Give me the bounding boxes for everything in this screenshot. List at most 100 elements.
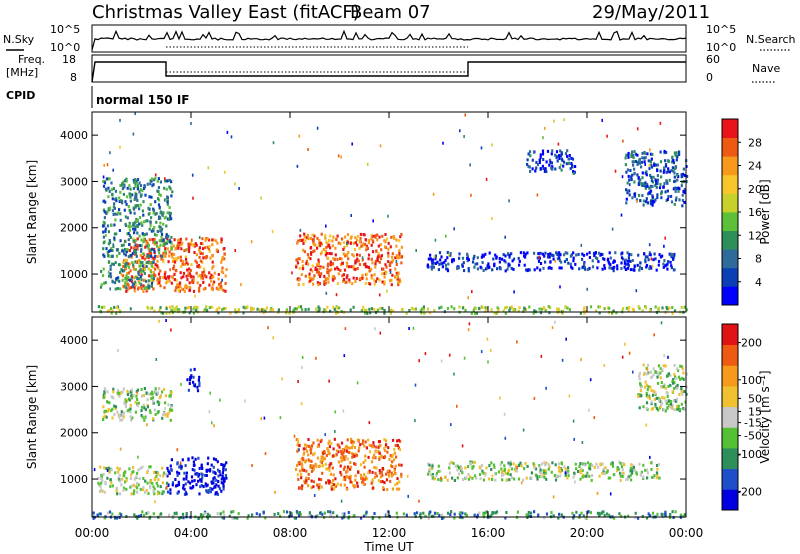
heatmap-cell xyxy=(106,511,109,515)
heatmap-cell xyxy=(133,245,136,249)
heatmap-cell xyxy=(122,411,126,415)
heatmap-cell xyxy=(508,253,511,257)
heatmap-cell xyxy=(500,461,503,464)
heatmap-cell xyxy=(161,390,164,394)
heatmap-cell xyxy=(154,274,157,278)
heatmap-cell xyxy=(324,433,326,437)
heatmap-cell xyxy=(530,471,533,475)
heatmap-cell xyxy=(208,410,211,414)
heatmap-cell xyxy=(583,306,586,310)
heatmap-cell xyxy=(494,478,497,482)
heatmap-cell xyxy=(177,287,180,291)
heatmap-cell xyxy=(529,154,532,158)
heatmap-cell xyxy=(118,394,121,398)
heatmap-cell xyxy=(149,409,152,413)
heatmap-cell xyxy=(165,472,168,476)
heatmap-cell xyxy=(676,383,679,387)
heatmap-cell xyxy=(118,251,121,255)
heatmap-cell xyxy=(368,269,371,273)
colorbar-label: Velocity [m s⁻¹] xyxy=(758,370,772,463)
heatmap-cell xyxy=(327,257,330,261)
heatmap-cell xyxy=(221,474,224,478)
heatmap-cell xyxy=(175,284,179,288)
heatmap-cell xyxy=(164,215,168,219)
heatmap-cell xyxy=(208,271,211,275)
heatmap-cell xyxy=(650,461,653,465)
heatmap-cell xyxy=(282,510,286,514)
heatmap-cell xyxy=(492,511,495,515)
heatmap-cell xyxy=(648,186,651,190)
heatmap-cell xyxy=(626,477,629,481)
heatmap-cell xyxy=(548,255,551,259)
heatmap-cell xyxy=(101,479,104,483)
heatmap-cell xyxy=(100,283,103,287)
heatmap-cell xyxy=(141,223,144,227)
heatmap-cell xyxy=(666,406,669,410)
heatmap-cell xyxy=(325,467,328,471)
heatmap-cell xyxy=(640,160,644,164)
heatmap-cell xyxy=(663,383,666,387)
heatmap-cell xyxy=(175,286,178,290)
heatmap-cell xyxy=(161,416,164,420)
heatmap-cell xyxy=(433,255,436,259)
heatmap-cell xyxy=(120,244,123,247)
heatmap-cell xyxy=(679,408,682,411)
heatmap-cell xyxy=(211,276,214,280)
heatmap-cell xyxy=(381,306,384,310)
heatmap-cell xyxy=(139,188,142,191)
heatmap-cell xyxy=(645,516,649,520)
heatmap-cell xyxy=(367,253,371,257)
heatmap-cell xyxy=(153,256,156,260)
heatmap-cell xyxy=(621,307,625,311)
heatmap-cell xyxy=(307,472,310,476)
heatmap-cell xyxy=(559,149,562,153)
heatmap-cell xyxy=(105,177,108,181)
heatmap-cell xyxy=(570,156,573,160)
heatmap-cell xyxy=(670,264,673,268)
heatmap-cell xyxy=(400,475,403,479)
heatmap-cell xyxy=(101,224,105,228)
heatmap-cell xyxy=(153,408,156,412)
heatmap-cell xyxy=(171,483,174,487)
heatmap-cell xyxy=(560,468,563,472)
heatmap-cell xyxy=(502,309,505,313)
heatmap-cell xyxy=(512,462,515,466)
heatmap-cell xyxy=(685,385,688,389)
heatmap-cell xyxy=(530,476,533,480)
heatmap-cell xyxy=(399,254,402,258)
heatmap-cell xyxy=(329,260,332,264)
heatmap-cell xyxy=(680,306,683,309)
heatmap-cell xyxy=(670,169,673,172)
heatmap-cell xyxy=(350,265,353,269)
heatmap-cell xyxy=(608,306,611,310)
heatmap-cell xyxy=(215,483,218,487)
heatmap-cell xyxy=(321,471,324,475)
heatmap-cell xyxy=(215,248,218,252)
heatmap-cell xyxy=(336,282,339,286)
heatmap-cell xyxy=(678,198,681,202)
heatmap-cell xyxy=(642,363,645,367)
heatmap-cell xyxy=(105,233,107,237)
heatmap-cell xyxy=(588,464,591,468)
colorbar-swatch xyxy=(722,386,738,408)
heatmap-cell xyxy=(456,476,459,480)
heatmap-cell xyxy=(139,268,142,272)
heatmap-cell xyxy=(383,437,386,441)
heatmap-cell xyxy=(153,237,156,241)
heatmap-cell xyxy=(222,516,226,520)
heatmap-cell xyxy=(302,242,305,245)
heatmap-cell xyxy=(543,169,546,173)
heatmap-cell xyxy=(157,266,160,270)
heatmap-cell xyxy=(156,492,159,496)
heatmap-cell xyxy=(490,514,493,518)
heatmap-cell xyxy=(385,443,388,447)
heatmap-cell xyxy=(339,242,342,246)
heatmap-cell xyxy=(142,200,145,204)
heatmap-cell xyxy=(662,262,665,266)
heatmap-cell xyxy=(560,461,563,465)
heatmap-cell xyxy=(179,271,182,275)
heatmap-cell xyxy=(355,453,359,457)
heatmap-cell xyxy=(152,277,155,281)
heatmap-cell xyxy=(113,212,117,216)
heatmap-cell xyxy=(333,437,336,441)
